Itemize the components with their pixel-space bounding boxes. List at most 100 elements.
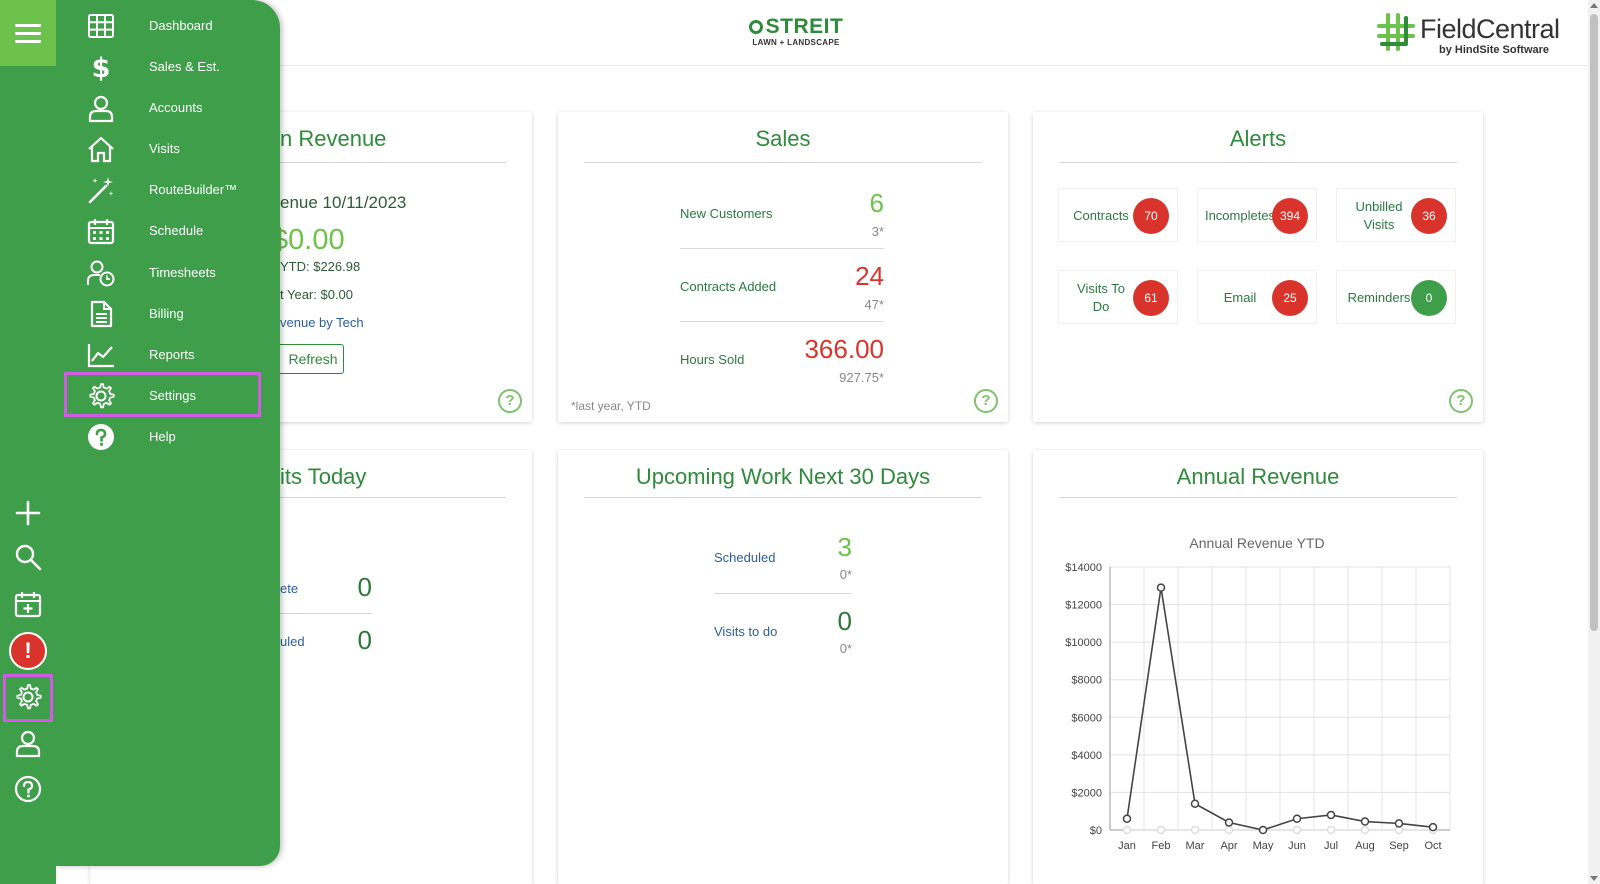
user-icon[interactable] [8,723,48,763]
chart-point[interactable] [1224,818,1234,827]
sidebar-item-timesheets[interactable]: Timesheets [82,255,278,291]
chart-x-tick: Jul [1324,840,1338,852]
alert-contracts[interactable]: Contracts 70 [1058,188,1178,242]
chart-point[interactable] [1190,825,1200,835]
chart-point[interactable] [1326,810,1336,820]
svg-text:$: $ [92,53,111,82]
alerts-card-title: Alerts [1229,126,1287,151]
refresh-button[interactable]: Refresh [272,344,344,374]
alert-email[interactable]: Email 25 [1197,270,1317,324]
visits-today-count: 0 [357,572,372,602]
sales-row-hours-sold[interactable]: Hours Sold 366.00 927.75* [680,334,884,390]
sales-row-contracts-added[interactable]: Contracts Added 24 47* [680,261,884,317]
company-logo-title: STREIT [748,16,844,38]
alert-unbilled-visits[interactable]: Unbilled Visits 36 [1336,188,1456,242]
sidebar-item-label: RouteBuilder™ [149,182,238,197]
chart-point[interactable] [1292,814,1302,823]
sidebar-item-billing[interactable]: Billing [82,296,278,332]
chart-point[interactable] [1360,817,1370,826]
sales-footnote: *last year, YTD [571,399,651,413]
chart-x-tick: Apr [1220,840,1237,852]
upcoming-scheduled-row[interactable]: Scheduled 3 0* [714,532,852,588]
calendar-icon [86,216,116,246]
sales-row-new-customers[interactable]: New Customers 6 3* [680,188,884,244]
line-chart-icon [86,340,116,370]
chart-series-line-0 [1126,587,1434,831]
chart-y-tick: $0 [1090,825,1102,837]
chart-point[interactable] [1360,825,1370,835]
alert-incompletes[interactable]: Incompletes 394 [1197,188,1317,242]
chart-point[interactable] [1190,799,1200,808]
revenue-help-button[interactable]: ? [498,389,522,413]
chart-x-tick: Oct [1424,840,1441,852]
scroll-down-arrow[interactable] [1590,876,1598,881]
alert-count-badge: 61 [1133,280,1169,316]
alert-visits-to-do[interactable]: Visits To Do 61 [1058,270,1178,324]
alert-icon[interactable]: ! [9,632,47,670]
user-clock-icon [86,258,116,288]
plus-icon[interactable] [8,493,48,533]
sidebar-item-label: Help [149,429,176,444]
search-icon[interactable] [8,537,48,577]
sidebar-item-dashboard[interactable]: Dashboard [82,8,278,44]
help-icon[interactable] [8,769,48,809]
visits-today-label: uled [280,634,305,649]
sidebar-item-help[interactable]: Help [82,419,278,455]
chart-point[interactable] [1156,825,1166,835]
alert-label: Contracts [1073,208,1129,223]
sidebar-item-label: Dashboard [149,18,213,33]
scroll-up-arrow[interactable] [1590,3,1598,8]
sidebar-item-label: Timesheets [149,265,216,280]
sidebar-item-schedule[interactable]: Schedule [82,213,278,249]
chart-point[interactable] [1122,825,1132,835]
sidebar-item-accounts[interactable]: Accounts [82,90,278,126]
fieldcentral-logo[interactable]: FieldCentral by HindSite Software [1376,12,1560,56]
annual-revenue-chart[interactable]: Annual Revenue YTD $0 $2000 $4000 $6000 $800… [1040,520,1470,884]
alert-count-badge: 394 [1272,198,1308,234]
chart-y-axis: $0 $2000 $4000 $6000 $8000 $10000 $12000 $14000 [1065,562,1102,837]
gear-icon[interactable] [8,677,48,717]
sidebar-item-sales-est[interactable]: $ Sales & Est. [82,49,278,85]
vertical-scrollbar[interactable] [1588,0,1600,884]
chart-point[interactable] [1394,819,1404,828]
sidebar-item-routebuilder[interactable]: RouteBuilder™ [82,172,278,208]
sales-row-value: 6 [869,188,884,218]
chart-point[interactable] [1224,825,1234,835]
upcoming-visits-to-do-row[interactable]: Visits to do 0 0* [714,606,852,662]
chart-point[interactable] [1258,825,1268,835]
revenue-by-tech-link[interactable]: venue by Tech [280,315,364,330]
alert-label: Visits To Do [1077,281,1125,314]
chart-y-tick: $14000 [1065,562,1102,574]
alert-reminders[interactable]: Reminders 0 [1336,270,1456,324]
alerts-help-button[interactable]: ? [1449,389,1473,413]
calendar-add-icon[interactable] [8,584,48,624]
sidebar-item-visits[interactable]: Visits [82,131,278,167]
chart-y-tick: $12000 [1065,600,1102,612]
sales-help-button[interactable]: ? [974,389,998,413]
home-icon [86,134,116,164]
revenue-amount: $0.00 [272,224,345,256]
sales-row-label: Hours Sold [680,352,745,367]
chart-point[interactable] [1326,825,1336,835]
sidebar-item-settings[interactable]: Settings [82,378,278,414]
menu-icon[interactable] [0,0,56,66]
chart-point[interactable] [1156,583,1166,592]
user-icon [86,93,116,123]
chart-point[interactable] [1292,825,1302,835]
company-logo[interactable]: STREIT LAWN + LANDSCAPE [748,16,844,50]
rail-settings-highlight-box [3,674,53,722]
visits-today-divider [280,613,372,614]
alerts-card: Alerts ? [1033,112,1483,422]
chart-point[interactable] [1428,822,1438,832]
scrollbar-thumb[interactable] [1590,14,1598,631]
chart-title: Annual Revenue YTD [1189,535,1324,551]
chart-y-tick: $6000 [1071,712,1102,724]
sidebar-item-label: Schedule [149,223,204,238]
sidebar-item-reports[interactable]: Reports [82,337,278,373]
sidebar-item-label: Accounts [149,100,203,115]
visits-today-complete-row[interactable]: ete 0 [280,572,372,608]
visits-today-scheduled-row[interactable]: uled 0 [280,625,372,661]
fieldcentral-subtitle: by HindSite Software [1439,44,1550,56]
revenue-ytd: YTD: $226.98 [280,259,361,274]
chart-point[interactable] [1122,814,1132,823]
